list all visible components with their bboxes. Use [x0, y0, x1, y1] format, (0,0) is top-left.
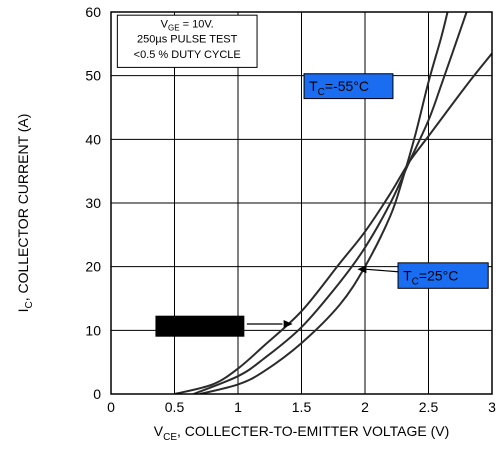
conditions-box: VGE = 10V. 250µs PULSE TEST <0.5 % DUTY … — [116, 14, 258, 68]
y-tick-label: 40 — [85, 131, 101, 147]
conditions-frame — [116, 14, 258, 68]
callout-redacted — [155, 315, 293, 337]
y-axis-title: IC, COLLECTOR CURRENT (A) — [15, 114, 35, 313]
redacted-label-arrowhead — [283, 319, 293, 328]
callout-tc-25: TC=25°C — [357, 262, 489, 289]
callout-tc-minus55-box — [303, 73, 394, 100]
curve-tc-25 — [193, 12, 468, 394]
condition-duty-cycle: <0.5 % DUTY CYCLE — [134, 49, 241, 61]
callout-tc-25-box — [397, 262, 489, 289]
curve-redacted-temp — [174, 52, 492, 394]
x-tick-label: 0 — [107, 399, 115, 415]
x-tick-label: 2 — [361, 399, 369, 415]
y-tick-label: 0 — [93, 386, 101, 402]
x-tick-label: 0.5 — [165, 399, 185, 415]
redacted-label-box — [155, 315, 245, 337]
x-tick-label: 3 — [488, 399, 496, 415]
curve-tc-minus55 — [199, 12, 449, 394]
callout-tc-25-arrow — [364, 268, 399, 273]
x-axis-title: VCE, COLLECTER-TO-EMITTER VOLTAGE (V) — [154, 423, 450, 443]
y-tick-label: 50 — [85, 68, 101, 84]
plot-frame — [110, 11, 493, 395]
callout-tc-minus55: TC=-55°C — [303, 73, 394, 100]
condition-vge: VGE = 10V. — [161, 18, 214, 32]
x-tick-label: 1.5 — [292, 399, 312, 415]
y-tick-label: 30 — [85, 195, 101, 211]
x-tick-label: 1 — [234, 399, 242, 415]
x-tick-label: 2.5 — [419, 399, 439, 415]
y-tick-label: 60 — [85, 4, 101, 20]
y-tick-label: 20 — [85, 259, 101, 275]
curves — [174, 12, 492, 394]
callout-tc-minus55-label: TC=-55°C — [309, 78, 369, 98]
condition-pulse-test: 250µs PULSE TEST — [137, 34, 238, 46]
callout-tc-25-arrowhead — [357, 265, 367, 274]
callout-tc-25-label: TC=25°C — [403, 268, 458, 288]
y-tick-label: 10 — [85, 322, 101, 338]
